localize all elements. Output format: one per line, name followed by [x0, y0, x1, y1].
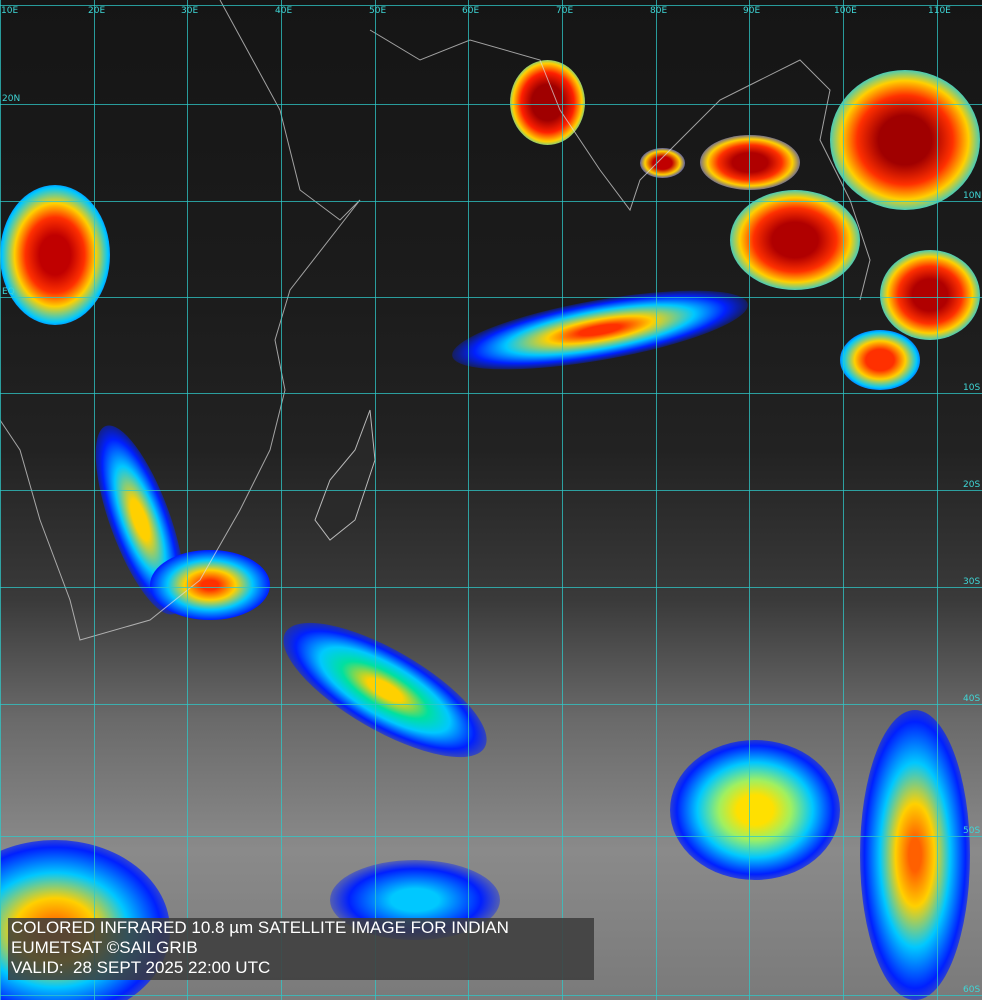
lon-label: 10E: [1, 6, 19, 16]
lon-label: 100E: [834, 6, 857, 16]
valid-time: 28 SEPT 2025 22:00 UTC: [73, 958, 271, 977]
lat-label: 30S: [963, 577, 981, 587]
lat-label: 50S: [963, 826, 981, 836]
cloud-cell: [840, 330, 920, 390]
lat-label: 40S: [963, 694, 981, 704]
caption-box: COLORED INFRARED 10.8 µm SATELLITE IMAGE…: [8, 918, 594, 980]
lon-label: 60E: [462, 6, 480, 16]
lat-label: 20N: [2, 94, 21, 104]
lon-label: 70E: [556, 6, 574, 16]
cloud-cell: [730, 190, 860, 290]
cloud-cell: [830, 70, 980, 210]
cloud-cell: [700, 135, 800, 190]
image-title: COLORED INFRARED 10.8 µm SATELLITE IMAGE…: [11, 918, 509, 937]
cloud-band: [860, 710, 970, 1000]
lon-label: 20E: [88, 6, 106, 16]
lat-label: EQ: [2, 287, 15, 297]
lon-label: 40E: [275, 6, 293, 16]
lon-label: 110E: [928, 6, 951, 16]
valid-label: VALID:: [11, 958, 64, 977]
lon-label: 80E: [650, 6, 668, 16]
cloud-spiral: [670, 740, 840, 880]
lat-label: 10N: [963, 191, 982, 201]
lat-label: 20S: [963, 480, 981, 490]
lon-label: 30E: [181, 6, 199, 16]
lon-label: 50E: [369, 6, 387, 16]
lat-label: 10S: [963, 383, 981, 393]
cloud-cell: [510, 60, 585, 145]
credit: EUMETSAT ©SAILGRIB: [11, 938, 198, 957]
lat-label: 60S: [963, 985, 981, 995]
cloud-cell: [880, 250, 980, 340]
lon-label: 90E: [743, 6, 761, 16]
cloud-cell: [0, 185, 110, 325]
valid-time-row: VALID: 28 SEPT 2025 22:00 UTC: [11, 958, 594, 978]
